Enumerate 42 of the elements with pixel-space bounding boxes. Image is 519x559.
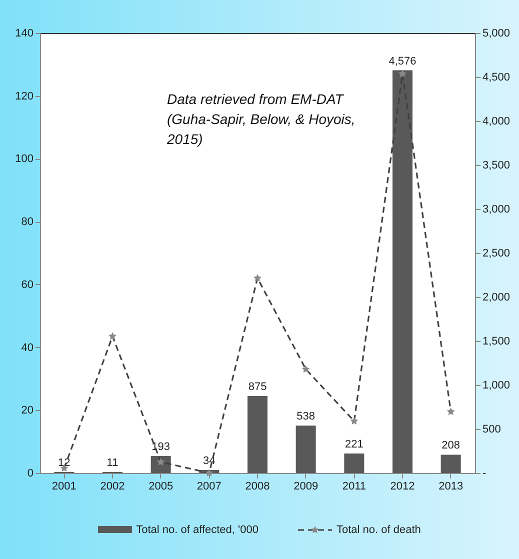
x-tick-label: 2008 bbox=[245, 480, 270, 492]
y2-tick-label: 4,500 bbox=[482, 72, 510, 84]
data-label: 221 bbox=[344, 438, 364, 451]
bar bbox=[344, 454, 364, 473]
data-label: 208 bbox=[442, 440, 460, 452]
data-label: 538 bbox=[296, 410, 316, 423]
y2-tick-label: 3,000 bbox=[482, 204, 510, 216]
y-tick-label: 140 bbox=[15, 28, 34, 40]
x-tick-label: 2005 bbox=[148, 480, 174, 492]
y-tick-label: 40 bbox=[21, 342, 34, 354]
y-tick-label: 0 bbox=[27, 468, 34, 480]
legend-label: Total no. of death bbox=[336, 524, 421, 536]
y2-tick-label: 5,000 bbox=[482, 28, 510, 40]
x-tick-label: 2013 bbox=[438, 480, 464, 492]
x-tick-label: 2012 bbox=[390, 480, 415, 492]
bar bbox=[392, 70, 412, 473]
y2-tick-label: 2,000 bbox=[482, 292, 510, 304]
x-tick-label: 2001 bbox=[52, 480, 76, 492]
x-tick-label: 2002 bbox=[100, 480, 125, 492]
y-tick-label: 60 bbox=[21, 278, 34, 291]
x-tick-label: 2009 bbox=[294, 480, 318, 492]
bar bbox=[248, 396, 268, 473]
bar bbox=[440, 454, 461, 473]
annotation: Data retrieved from EM-DAT (Guha-Sapir, Below, & Hoyois, 2015) bbox=[166, 91, 356, 147]
x-tick-label: 2011 bbox=[342, 480, 366, 492]
y2-tick-label: 500 bbox=[482, 424, 501, 436]
y2-tick-label: 3,500 bbox=[482, 160, 510, 172]
y2-tick-label: 1,500 bbox=[482, 336, 510, 348]
y-tick-label: 80 bbox=[21, 216, 34, 228]
data-label: 4,576 bbox=[388, 55, 416, 68]
legend-label: Total no. of affected, '000 bbox=[136, 524, 258, 536]
data-label: 875 bbox=[248, 381, 267, 393]
x-tick-label: 2007 bbox=[196, 480, 222, 492]
y2-tick-label: 4,000 bbox=[482, 116, 510, 128]
data-label: 11 bbox=[106, 457, 118, 470]
y-tick-label: 120 bbox=[15, 90, 34, 102]
y-tick-label: 20 bbox=[21, 404, 34, 417]
y-tick-label: 100 bbox=[15, 153, 34, 166]
y2-tick-label: 2,500 bbox=[482, 248, 510, 260]
y2-tick-label: - bbox=[482, 468, 486, 480]
bar bbox=[296, 426, 316, 473]
y2-tick-label: 1,000 bbox=[482, 380, 510, 392]
